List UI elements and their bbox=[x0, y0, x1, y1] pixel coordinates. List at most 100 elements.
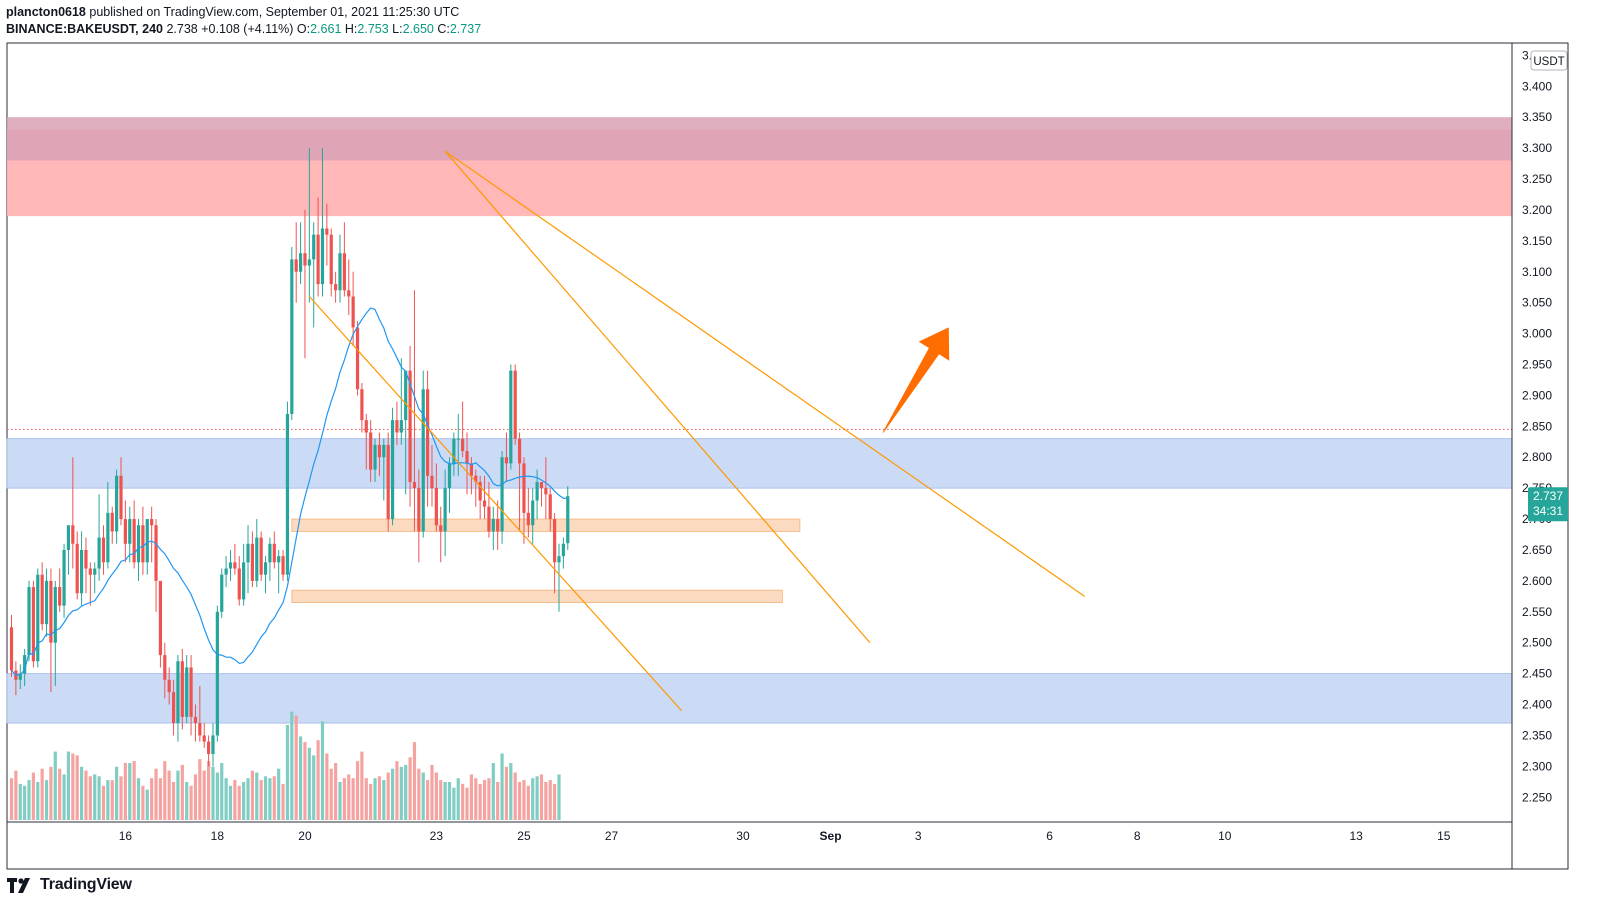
candle-body bbox=[185, 667, 189, 717]
volume-bar bbox=[106, 780, 110, 820]
candle-body bbox=[347, 290, 351, 297]
candle-body bbox=[202, 735, 206, 742]
trend-line bbox=[444, 150, 1085, 597]
volume-bar bbox=[408, 757, 412, 820]
candle-body bbox=[465, 451, 469, 464]
volume-bar bbox=[500, 753, 504, 820]
currency-badge[interactable]: USDT bbox=[1530, 50, 1568, 71]
volume-bar bbox=[119, 776, 123, 820]
volume-bar bbox=[522, 780, 526, 820]
candle-body bbox=[27, 587, 31, 656]
candle-body bbox=[150, 519, 154, 526]
volume-bar bbox=[141, 785, 145, 820]
candle-body bbox=[478, 481, 482, 501]
candle-body bbox=[399, 420, 403, 433]
candle-body bbox=[566, 496, 570, 544]
volume-bar bbox=[303, 742, 307, 820]
volume-bar bbox=[277, 768, 281, 820]
candle-body bbox=[211, 735, 215, 754]
candle-body bbox=[84, 549, 88, 569]
volume-bar bbox=[176, 770, 180, 820]
volume-bar bbox=[27, 780, 31, 820]
candle-body bbox=[421, 389, 425, 532]
candle-body bbox=[141, 525, 145, 563]
candle-body bbox=[263, 562, 268, 575]
volume-bar bbox=[128, 763, 132, 820]
volume-bar bbox=[290, 711, 294, 820]
price-tick-label: 3.250 bbox=[1522, 172, 1552, 186]
volume-bar bbox=[14, 770, 18, 820]
candle-body bbox=[167, 679, 171, 693]
volume-bar bbox=[224, 778, 228, 820]
volume-bar bbox=[84, 770, 88, 820]
volume-bar bbox=[255, 772, 259, 820]
volume-bar bbox=[58, 768, 62, 820]
price-tick-label: 2.350 bbox=[1522, 728, 1552, 742]
volume-bar bbox=[447, 782, 452, 820]
volume-bar bbox=[377, 776, 382, 820]
ohlc-line: BINANCE:BAKEUSDT, 240 2.738 +0.108 (+4.1… bbox=[6, 21, 481, 38]
volume-bar bbox=[412, 742, 417, 820]
volume-bar bbox=[544, 782, 548, 820]
time-tick-label: 6 bbox=[1046, 829, 1053, 843]
low-label: L: bbox=[392, 22, 403, 36]
volume-bar bbox=[71, 753, 75, 820]
volume-bar bbox=[185, 782, 189, 820]
price-tick-label: 3.100 bbox=[1522, 265, 1552, 279]
candle-body bbox=[101, 537, 106, 563]
volume-bar bbox=[202, 770, 206, 820]
volume-bar bbox=[509, 763, 513, 820]
candle-body bbox=[496, 519, 500, 532]
volume-bar bbox=[220, 763, 224, 820]
candle-body bbox=[500, 457, 504, 532]
time-tick-label: 3 bbox=[915, 829, 922, 843]
volume-bar bbox=[285, 725, 290, 820]
volume-bar bbox=[211, 766, 215, 820]
candle-body bbox=[412, 481, 417, 489]
candle-body bbox=[364, 420, 368, 433]
brand-name: TradingView bbox=[40, 876, 132, 893]
volume-bar bbox=[351, 778, 355, 820]
candle-body bbox=[561, 543, 565, 557]
time-axis[interactable]: 16 18 20 23 25 27 30 Sep 3 6 8 10 13 15 bbox=[7, 821, 1512, 843]
volume-bar bbox=[198, 759, 202, 820]
volume-bar bbox=[150, 778, 154, 820]
volume-bar bbox=[443, 782, 447, 820]
volume-bar bbox=[347, 774, 351, 820]
volume-bar bbox=[154, 768, 158, 820]
candle-body bbox=[75, 543, 79, 594]
volume-bar bbox=[233, 780, 237, 820]
volume-bar bbox=[426, 780, 430, 820]
publisher-username[interactable]: plancton0618 bbox=[6, 5, 86, 19]
candles-layer bbox=[9, 148, 570, 767]
volume-bar bbox=[180, 764, 184, 820]
volume-bar bbox=[281, 783, 285, 820]
volume-bar bbox=[101, 785, 106, 820]
candle-body bbox=[443, 488, 447, 532]
last-price: 2.738 bbox=[166, 22, 198, 36]
volume-bar bbox=[93, 774, 97, 820]
volume-bar bbox=[272, 776, 276, 820]
candle-body bbox=[193, 716, 198, 724]
price-change: +0.108 (+4.11%) bbox=[201, 22, 294, 36]
candle-body bbox=[504, 457, 509, 464]
price-axis[interactable]: 3.4503.4003.3503.3003.2503.2003.1503.100… bbox=[1511, 43, 1552, 869]
volume-bar bbox=[207, 761, 211, 820]
volume-bar bbox=[312, 755, 316, 820]
time-tick-label: 30 bbox=[736, 829, 750, 843]
candle-body bbox=[307, 259, 311, 266]
volume-bar bbox=[307, 747, 311, 820]
candle-body bbox=[62, 549, 66, 606]
open-value: 2.661 bbox=[310, 22, 342, 36]
symbol-label[interactable]: BINANCE:BAKEUSDT, 240 bbox=[6, 22, 163, 36]
volume-bar bbox=[456, 778, 460, 820]
volume-bar bbox=[434, 772, 438, 820]
candle-body bbox=[482, 500, 487, 507]
volume-bar bbox=[36, 782, 40, 820]
volume-bar bbox=[557, 774, 561, 820]
volume-bar bbox=[145, 789, 149, 820]
price-tick-label: 2.800 bbox=[1522, 450, 1552, 464]
volume-bar bbox=[360, 751, 364, 820]
footer-brand: TradingView bbox=[6, 874, 132, 896]
